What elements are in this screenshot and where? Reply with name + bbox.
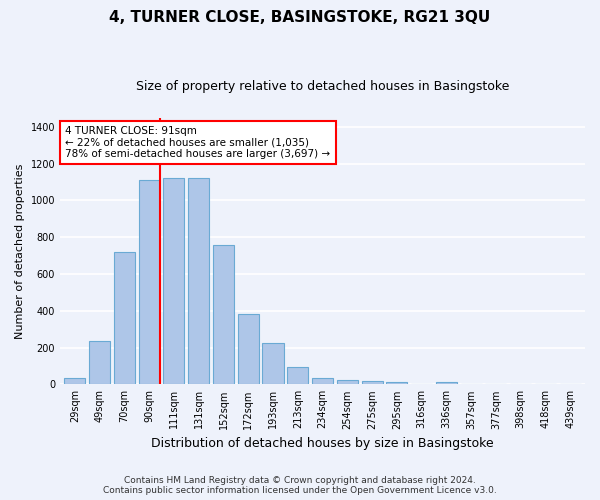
Bar xyxy=(362,380,383,384)
Bar xyxy=(337,380,358,384)
X-axis label: Distribution of detached houses by size in Basingstoke: Distribution of detached houses by size … xyxy=(151,437,494,450)
Bar xyxy=(64,378,85,384)
Bar xyxy=(89,341,110,384)
Bar xyxy=(163,178,184,384)
Text: 4, TURNER CLOSE, BASINGSTOKE, RG21 3QU: 4, TURNER CLOSE, BASINGSTOKE, RG21 3QU xyxy=(109,10,491,25)
Bar xyxy=(114,252,135,384)
Bar xyxy=(213,244,234,384)
Text: 4 TURNER CLOSE: 91sqm
← 22% of detached houses are smaller (1,035)
78% of semi-d: 4 TURNER CLOSE: 91sqm ← 22% of detached … xyxy=(65,126,331,159)
Bar xyxy=(287,367,308,384)
Y-axis label: Number of detached properties: Number of detached properties xyxy=(15,164,25,338)
Bar xyxy=(312,378,333,384)
Bar xyxy=(262,343,284,384)
Bar xyxy=(139,180,160,384)
Bar xyxy=(386,382,407,384)
Bar xyxy=(188,178,209,384)
Title: Size of property relative to detached houses in Basingstoke: Size of property relative to detached ho… xyxy=(136,80,509,93)
Bar xyxy=(238,314,259,384)
Bar xyxy=(436,382,457,384)
Text: Contains HM Land Registry data © Crown copyright and database right 2024.
Contai: Contains HM Land Registry data © Crown c… xyxy=(103,476,497,495)
